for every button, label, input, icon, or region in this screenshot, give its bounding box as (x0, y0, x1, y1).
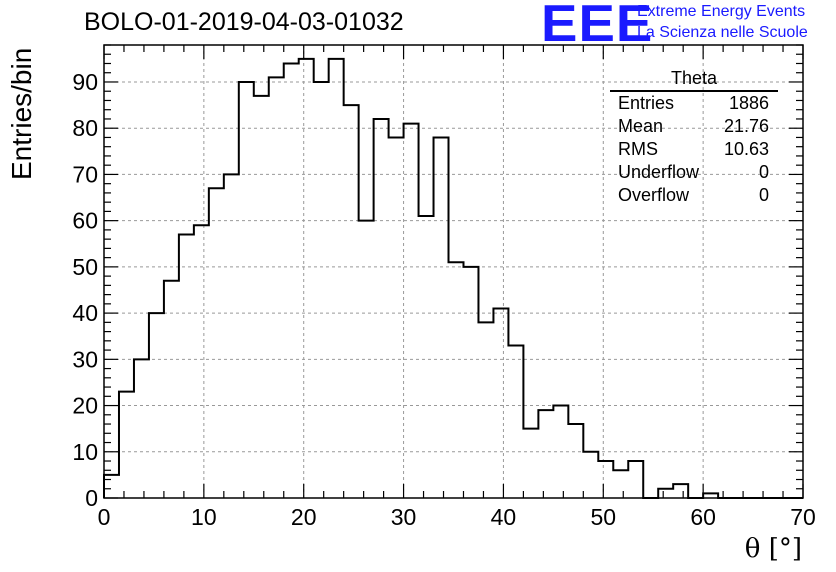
logo-line-1: Extreme Energy Events (637, 3, 806, 20)
y-tick-label: 40 (72, 300, 98, 326)
logo-line-2: La Scienza nelle Scuole (637, 24, 808, 41)
grid-lines (104, 45, 803, 498)
x-tick-label: 50 (590, 504, 616, 530)
stats-label: Mean (618, 116, 664, 136)
y-tick-label: 80 (72, 115, 98, 141)
stats-title: Theta (610, 68, 778, 92)
eee-logo: EEE (541, 0, 654, 53)
eee-logo-text: Extreme Energy Events La Scienza nelle S… (637, 1, 808, 43)
stats-row: Entries 1886 (610, 92, 778, 115)
stats-value: 1886 (728, 93, 769, 113)
stats-box: Theta Entries 1886 Mean 21.76 RMS 10.63 … (610, 68, 778, 207)
y-tick-label: 90 (72, 69, 98, 95)
stats-value: 0 (758, 185, 769, 205)
stats-label: Overflow (618, 185, 690, 205)
x-tick-label: 20 (291, 504, 317, 530)
stats-value: 21.76 (723, 116, 769, 136)
plot-frame (103, 44, 804, 499)
stats-row: Underflow 0 (610, 161, 778, 184)
x-tick-label: 40 (491, 504, 517, 530)
x-tick-label: 70 (790, 504, 816, 530)
y-tick-label: 30 (72, 346, 98, 372)
stats-value: 0 (758, 162, 769, 182)
y-tick-labels: 0 10 20 30 40 50 60 70 80 90 (72, 69, 98, 511)
stats-row: Overflow 0 (610, 184, 778, 207)
stats-value: 10.63 (723, 139, 769, 159)
y-tick-label: 50 (72, 254, 98, 280)
y-tick-label: 10 (72, 439, 98, 465)
x-tick-labels: 0 10 20 30 40 50 60 70 (98, 504, 816, 530)
y-axis-label: Entries/bin (6, 47, 37, 180)
stats-label: Underflow (618, 162, 700, 182)
x-tick-label: 10 (191, 504, 217, 530)
y-tick-label: 70 (72, 161, 98, 187)
stats-row: Mean 21.76 (610, 115, 778, 138)
stats-label: Entries (618, 93, 675, 113)
stats-row: RMS 10.63 (610, 138, 778, 161)
y-tick-label: 20 (72, 393, 98, 419)
x-tick-label: 0 (98, 504, 111, 530)
chart-title: BOLO-01-2019-04-03-01032 (84, 8, 404, 36)
x-tick-label: 30 (391, 504, 417, 530)
axis-ticks (103, 44, 804, 499)
stats-label: RMS (618, 139, 658, 159)
x-axis-label: θ [°] (744, 534, 802, 564)
histogram-outline (103, 57, 803, 499)
y-tick-label: 60 (72, 208, 98, 234)
y-tick-label: 0 (85, 485, 98, 511)
x-tick-label: 60 (690, 504, 716, 530)
